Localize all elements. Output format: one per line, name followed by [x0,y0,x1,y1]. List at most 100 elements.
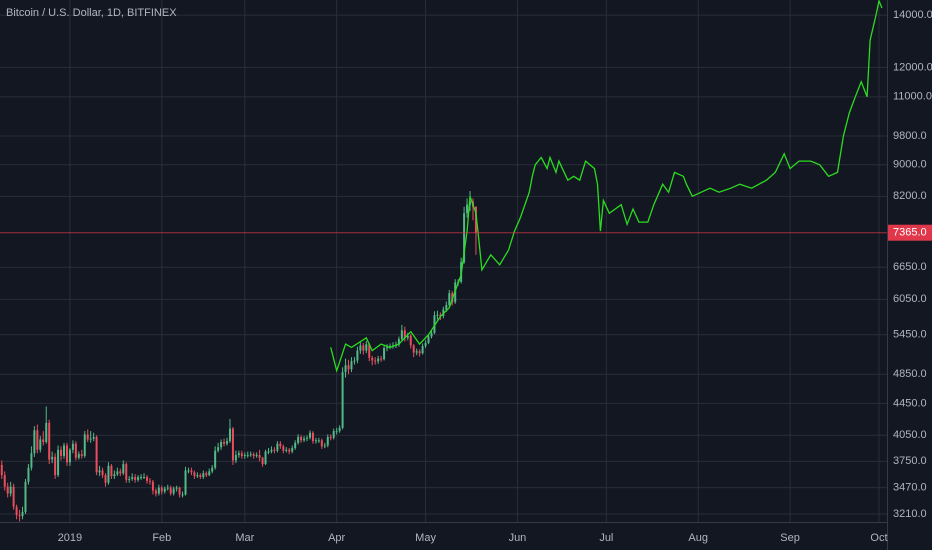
candle-body [42,439,45,443]
candle-body [326,436,329,446]
candle-body [122,464,125,474]
candle-body [311,432,314,442]
candle-body [314,440,317,442]
y-tick-label: 3470.0 [893,482,927,494]
candle-body [397,339,400,345]
candle-body [466,204,469,214]
candle-body [415,351,418,353]
x-tick-label: May [415,532,436,544]
candle-body [418,351,421,354]
candle-body [74,443,77,458]
candle-body [270,449,273,452]
candle-body [98,470,101,473]
x-tick-label: Aug [688,532,708,544]
candle-body [128,478,131,480]
candle-body [160,487,163,492]
candle-body [178,487,181,495]
candle-body [308,432,311,438]
candle-body [86,434,89,440]
candle-body [80,454,83,456]
y-tick-label: 11000.0 [893,91,932,103]
candle-body [374,360,377,362]
candle-body [154,490,157,494]
candle-body [83,434,86,456]
candle-body [12,486,15,507]
y-tick-label: 6650.0 [893,261,927,273]
candle-body [285,449,288,451]
candle-body [3,475,6,487]
candle-body [104,475,107,483]
candle-body [279,443,282,447]
candle-body [208,471,211,476]
candle-body [335,431,338,433]
candle-body [371,357,374,361]
candle-body [116,471,119,475]
candle-body [151,481,154,491]
candle-body [439,314,442,316]
candle-body [143,477,146,479]
candle-body [140,477,143,479]
candle-body [24,481,27,512]
candle-body [303,438,306,441]
candle-body [427,336,430,343]
candle-body [220,442,223,448]
candle-body [110,465,113,477]
x-tick-label: Apr [328,532,345,544]
candle-body [57,449,60,476]
chart-title: Bitcoin / U.S. Dollar, 1D, BITFINEX [6,7,177,19]
candle-body [51,456,54,460]
candle-body [338,427,341,432]
candle-body [137,477,140,480]
candle-body [261,457,264,465]
candle-body [33,430,36,454]
candle-body [445,304,448,310]
candle-body [107,465,110,483]
candle-body [300,436,303,441]
candle-body [291,448,294,452]
candle-body [65,445,68,463]
candle-body [377,358,380,362]
candle-body [36,430,39,450]
candle-body [356,350,359,361]
candle-body [92,436,95,439]
candle-body [60,449,63,456]
candle-body [131,477,134,479]
x-tick-label: 2019 [58,532,82,544]
candle-body [282,446,285,451]
candle-body [68,449,71,463]
candle-body [421,346,424,354]
candle-body [240,453,243,456]
candle-body [113,474,116,477]
candle-body [157,487,160,494]
candle-body [249,454,252,456]
y-tick-label: 9000.0 [893,159,927,171]
candle-body [234,455,237,461]
candle-body [341,372,344,428]
candle-body [306,437,309,439]
candle-body [18,515,21,517]
y-tick-label: 6050.0 [893,293,927,305]
labels: 3210.0 3470.0 3750.0 4050.0 4450.0 4850.0 5450… [58,9,932,544]
candle-body [6,486,9,494]
candle-body [119,471,122,474]
y-tick-label: 8200.0 [893,190,927,202]
projection-line [330,0,883,373]
candle-body [362,345,365,351]
candle-body [237,453,240,456]
candle-body [406,335,409,338]
candle-body [380,358,383,360]
candle-body [125,464,128,480]
candle-body [353,360,356,362]
candle-body [359,345,362,351]
candle-body [193,472,196,477]
y-tick-label: 4850.0 [893,368,927,380]
candle-body [172,488,175,494]
x-tick-label: Jul [599,532,613,544]
x-tick-label: Oct [870,532,887,544]
candle-body [187,470,190,472]
candle-body [403,330,406,338]
candle-body [148,480,151,482]
candle-body [323,445,326,447]
candle-body [181,494,184,496]
